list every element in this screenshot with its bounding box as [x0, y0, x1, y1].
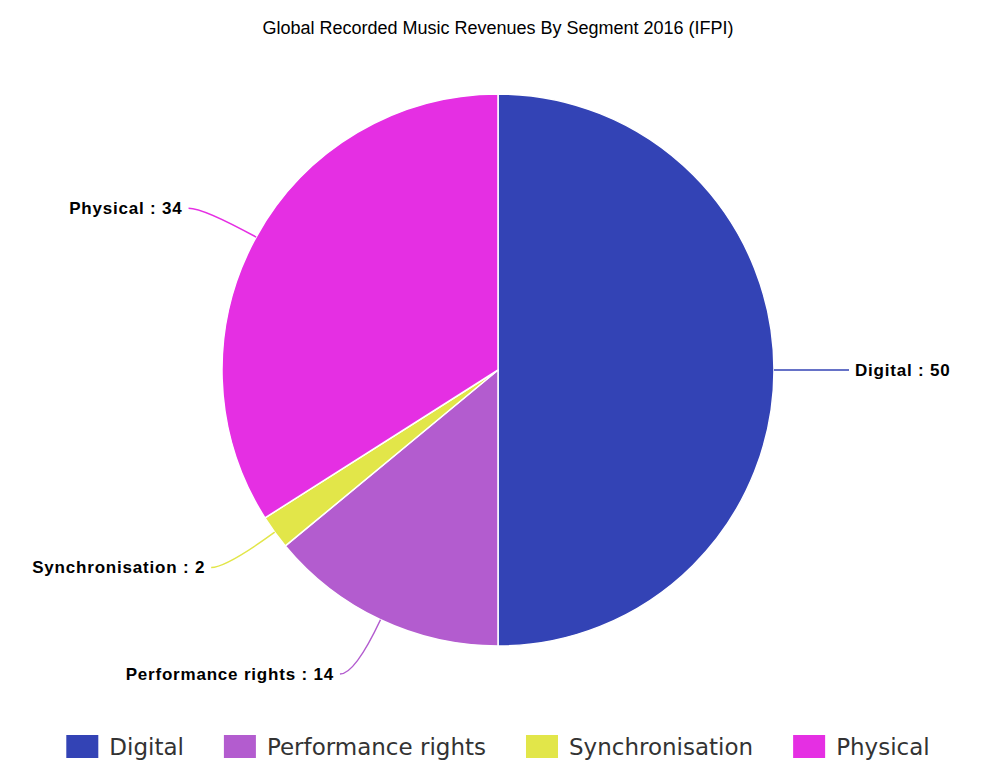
legend-swatch	[224, 735, 256, 758]
data-label: Digital : 50	[855, 361, 951, 380]
chart-title: Global Recorded Music Revenues By Segmen…	[262, 18, 733, 38]
legend-label: Physical	[836, 734, 930, 760]
legend-swatch	[526, 735, 558, 758]
legend-label: Performance rights	[267, 734, 486, 760]
leader-line	[211, 532, 275, 567]
leader-line	[340, 620, 381, 674]
data-label: Performance rights : 14	[126, 665, 334, 684]
pie-slice	[498, 94, 774, 646]
pie-slice	[222, 94, 498, 518]
chart: Global Recorded Music Revenues By Segmen…	[0, 0, 1002, 771]
leader-line	[774, 369, 849, 371]
legend-swatch	[793, 735, 825, 758]
slices	[222, 94, 774, 646]
legend-label: Synchronisation	[569, 734, 753, 760]
data-label: Synchronisation : 2	[32, 558, 205, 577]
data-labels: Digital : 50 Performance rights : 14 Synch…	[32, 199, 950, 684]
legend: Digital Performance rights Synchronisation…	[66, 734, 929, 760]
data-label: Physical : 34	[69, 199, 182, 218]
leader-line	[189, 208, 257, 237]
legend-swatch	[66, 735, 98, 758]
legend-label: Digital	[109, 734, 184, 760]
